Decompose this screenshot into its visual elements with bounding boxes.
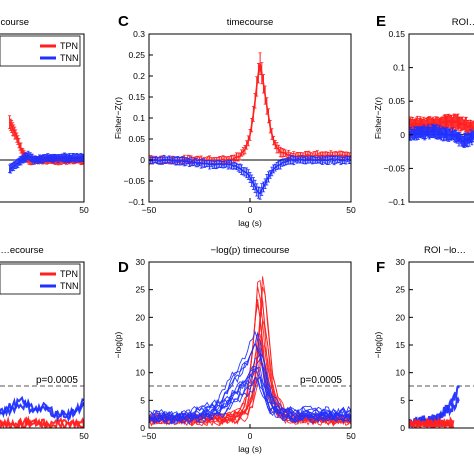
plot-area-E [409,113,474,148]
plot-area-D [149,276,351,427]
y-tick-label: 0.1 [133,113,145,123]
y-tick-label: 25 [136,285,146,295]
series-line-tnn [409,128,474,144]
y-tick-label: −0.05 [383,163,405,173]
panel-title: ROI… [452,17,474,28]
panel-title: −log(p) timecourse [211,245,290,256]
panel-letter: C [118,13,129,30]
y-tick-label: −0.1 [388,197,405,207]
y-tick-label: 15 [396,340,406,350]
x-tick-label: 0 [248,205,253,215]
panel-letter: F [376,259,385,276]
y-tick-label: 0.05 [388,96,405,106]
series-line-tpn [149,63,351,162]
y-tick-label: 0 [400,423,405,433]
series-trace-tpn [0,415,84,428]
axes-frame [408,261,474,429]
plot-area-A [0,115,84,174]
x-tick-label: 0 [248,431,253,441]
panel-title: …course [0,17,29,28]
y-tick-label: −0.05 [123,176,145,186]
series-trace-tnn [149,331,351,419]
y-tick-label: −0.1 [128,197,145,207]
series-trace-tnn [149,353,351,422]
y-tick-label: 0 [140,423,145,433]
x-axis-label: lag (s) [238,444,262,454]
legend-label-tpn: TPN [60,269,78,279]
threshold-label: p=0.0005 [36,375,78,386]
legend-box [0,263,81,295]
y-tick-label: 20 [396,312,406,322]
y-tick-label: 30 [396,257,406,267]
y-tick-label: 5 [400,395,405,405]
legend-label-tpn: TPN [60,41,78,51]
legend-label-tnn: TNN [60,281,79,291]
y-axis-label: Fisher−Z(r) [113,97,123,139]
y-tick-label: 0.05 [128,134,145,144]
series-line-tnn [9,153,84,170]
y-tick-label: 0.1 [393,63,405,73]
y-tick-label: 10 [136,368,146,378]
y-tick-label: 0 [400,130,405,140]
y-tick-label: 5 [140,395,145,405]
series-trace-tnn [0,395,84,420]
panel-letter: D [118,259,129,276]
x-axis-label: lag (s) [238,218,262,228]
series-trace-tpn [409,417,455,428]
y-tick-label: 25 [396,285,406,295]
y-tick-label: 0 [140,155,145,165]
y-tick-label: 30 [136,257,146,267]
plot-area-B [0,385,84,428]
y-axis-label: −log(p) [113,331,123,358]
series-trace-tpn [0,415,84,428]
series-trace-tpn [149,276,351,423]
x-tick-label: 50 [346,431,356,441]
threshold-label: p=0.0005 [300,375,342,386]
panel-title: …ecourse [0,245,43,256]
x-tick-label: −50 [142,205,157,215]
panel-letter: E [376,13,386,30]
legend-box [0,35,81,67]
x-tick-label: −50 [142,431,157,441]
x-tick-label: 50 [79,431,89,441]
panel-title: timecourse [227,17,273,28]
y-tick-label: 0.3 [133,29,145,39]
y-tick-label: 0.25 [128,50,145,60]
series-trace-tnn [149,358,351,423]
y-axis-label: −log(p) [373,331,383,358]
y-tick-label: 0.15 [388,29,405,39]
axes-frame [0,261,85,429]
y-tick-label: 0.15 [128,92,145,102]
series-line-tnn [149,158,351,195]
plot-area-C [149,52,351,200]
y-tick-label: 15 [136,340,146,350]
y-tick-label: 20 [136,312,146,322]
y-axis-label: Fisher−Z(r) [373,97,383,139]
axes-frame [0,33,85,203]
axes-frame [408,33,474,203]
x-tick-label: 50 [79,205,89,215]
plot-area-F [409,385,474,428]
panel-title: ROI −lo… [424,245,466,256]
series-trace-tnn [149,366,351,424]
y-tick-label: 0.2 [133,71,145,81]
x-tick-label: 50 [346,205,356,215]
series-trace-tnn [149,330,351,419]
legend-label-tnn: TNN [60,53,79,63]
y-tick-label: 10 [396,368,406,378]
